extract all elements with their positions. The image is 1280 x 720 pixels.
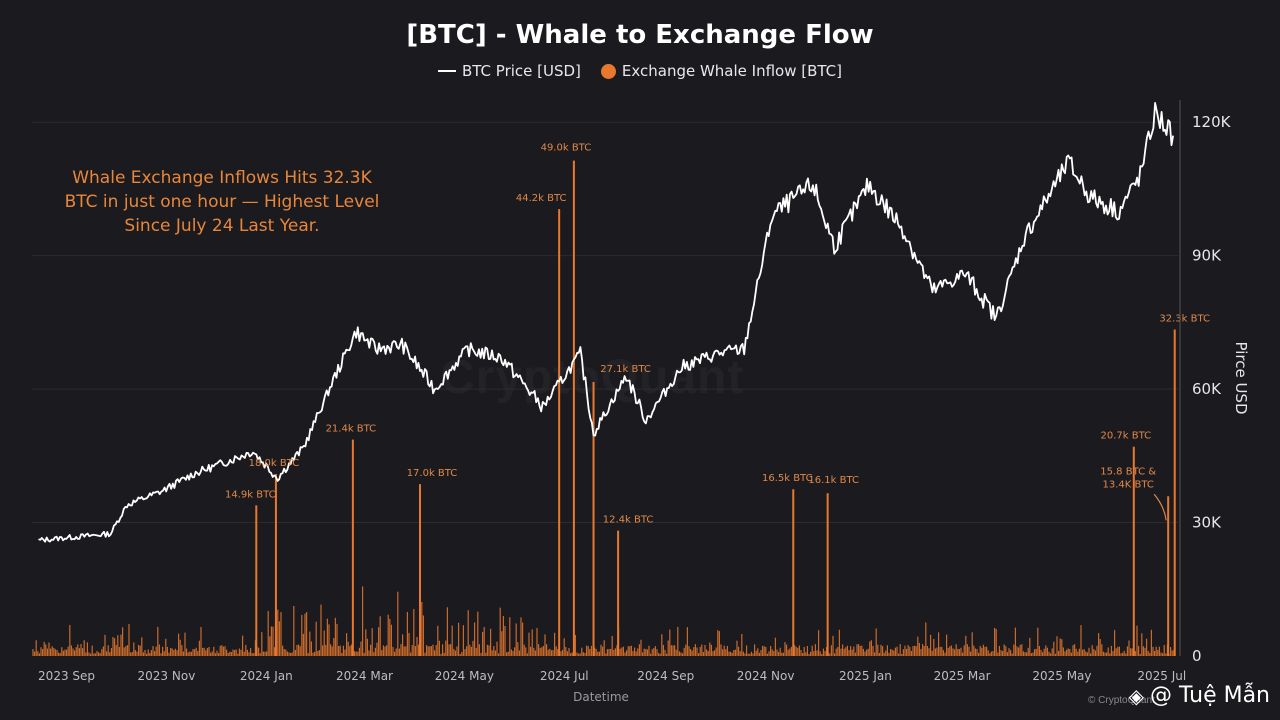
x-tick-label: 2025 May [1032, 669, 1091, 683]
spike-label: 17.0k BTC [407, 468, 458, 479]
x-axis-title: Datetime [573, 690, 629, 704]
author-name: @ Tuệ Mẫn [1150, 683, 1270, 708]
inflow-bars-layer [32, 160, 1176, 656]
x-tick-label: 2024 Jul [540, 669, 589, 683]
spike-label: 14.9k BTC [225, 489, 276, 500]
chart-title: [BTC] - Whale to Exchange Flow [406, 20, 874, 50]
spike-label: 32.3k BTC [1159, 313, 1210, 324]
spike-label: 27.1k BTC [600, 364, 651, 375]
x-tick-label: 2024 May [435, 669, 494, 683]
x-tick-label: 2024 Nov [737, 669, 795, 683]
y-tick-label: 0 [1192, 647, 1202, 665]
annotation-arrow [1153, 493, 1167, 521]
legend-label-inflow: Exchange Whale Inflow [BTC] [621, 62, 843, 80]
spike-label: 49.0k BTC [541, 143, 592, 154]
x-tick-label: 2023 Sep [38, 669, 95, 683]
price-line-layer [38, 102, 1174, 543]
x-tick-label: 2025 Jan [839, 669, 892, 683]
spike-labels-layer: 14.9k BTC 18.0k BTC 21.4k BTC 17.0k BTC 44.2… [225, 143, 1210, 526]
author-watermark: ◈ @ Tuệ Mẫn [1129, 683, 1270, 708]
y-tick-label: 60K [1192, 380, 1222, 398]
spike-label: 15.8 BTC & [1100, 466, 1156, 477]
x-tick-label: 2025 Jul [1137, 669, 1186, 683]
inflow-dot-swatch [600, 63, 616, 79]
grid-layer [32, 121, 1178, 524]
x-tick-label: 2024 Jan [240, 669, 293, 683]
y-axis-title: Pirce USD [1232, 341, 1250, 414]
legend-label-price: BTC Price [USD] [461, 62, 581, 80]
spike-label: 16.5k BTC [762, 473, 813, 484]
footer-credit: © CryptoQuant [1088, 695, 1155, 706]
x-tick-label: 2024 Mar [336, 669, 393, 683]
background-watermark: CryptoQuant [440, 351, 745, 404]
price-line-swatch [437, 70, 456, 72]
x-tick-label: 2023 Nov [138, 669, 196, 683]
spike-label: 13.4K BTC [1102, 479, 1153, 490]
binance-logo-icon: ◈ [1128, 683, 1145, 708]
legend-item-price[interactable]: BTC Price [USD] [437, 62, 581, 80]
x-tick-label: 2025 Mar [934, 669, 991, 683]
spike-label: 16.1k BTC [808, 475, 859, 486]
spike-label: 20.7k BTC [1100, 431, 1151, 442]
legend-item-inflow[interactable]: Exchange Whale Inflow [BTC] [600, 62, 843, 80]
axis-layer: 0 30K 60K 90K 120K Pirce USD 2023 Sep 2023 Nov 2… [38, 100, 1250, 704]
spike-label: 18.0k BTC [249, 458, 300, 469]
y-tick-label: 120K [1192, 113, 1232, 131]
annotation-text: Whale Exchange Inflows Hits 32.3K BTC in… [64, 168, 380, 236]
x-tick-label: 2024 Sep [637, 669, 694, 683]
spike-label: 21.4k BTC [326, 424, 377, 435]
chart-legend: BTC Price [USD] Exchange Whale Inflow [B… [0, 62, 1280, 80]
spike-label: 44.2k BTC [516, 193, 567, 204]
y-tick-label: 90K [1192, 247, 1222, 265]
spike-label: 12.4k BTC [603, 515, 654, 526]
price-line [38, 102, 1174, 543]
y-tick-label: 30K [1192, 514, 1222, 532]
